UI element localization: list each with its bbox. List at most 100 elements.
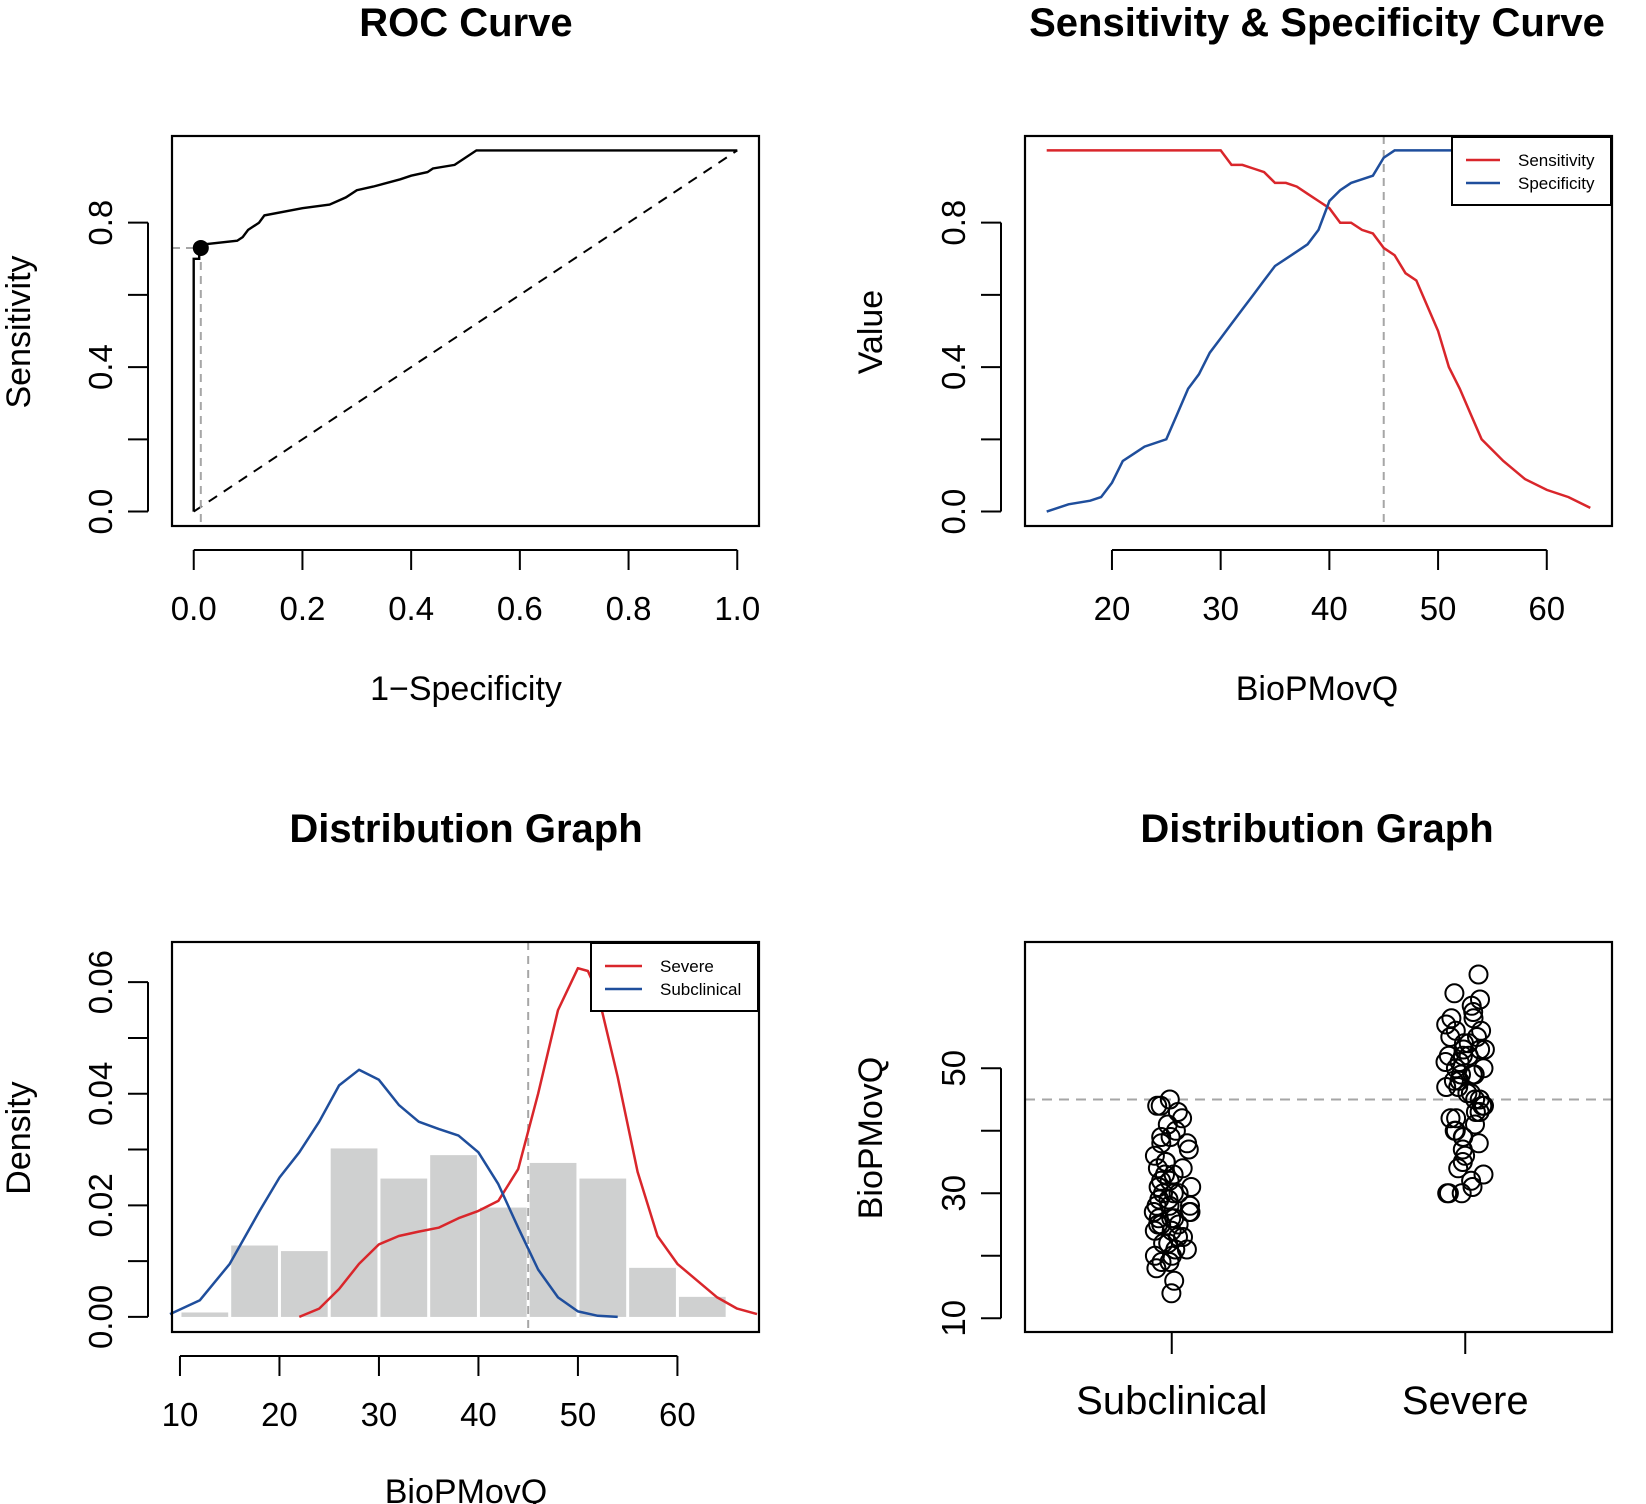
roc-title: ROC Curve [359,1,572,45]
sens-spec-title: Sensitivity & Specificity Curve [1029,1,1605,45]
severe-point [1452,1045,1473,1066]
p3-y-tick-label: 0.06 [82,950,119,1014]
histogram-bar [231,1245,278,1317]
subclinical-point [1155,1164,1175,1185]
subclinical-density-curve [169,1068,618,1319]
histogram-bar [529,1162,577,1317]
p1-x-tick-label: 0.6 [497,590,543,627]
subclinical-point [1168,1227,1188,1247]
severe-point [1446,1108,1467,1129]
legend-severe-label: Severe [660,957,714,976]
severe-point [1453,1039,1474,1060]
p2-x-tick-label: 40 [1311,590,1348,627]
subclinical-point [1172,1108,1193,1129]
roc-plot-frame [170,134,761,528]
severe-point [1463,1008,1484,1029]
subclinical-point [1161,1208,1182,1229]
legend-subclinical-label: Subclinical [660,980,741,999]
density-legend: Severe Subclinical [590,942,759,1012]
histogram-bar [629,1267,676,1317]
p2-y-tick-label: 0.4 [935,344,972,390]
roc-optimal-point [192,239,209,256]
p3-y-tick-label: 0.00 [82,1285,119,1349]
p2-y-tick-label: 0.0 [935,489,972,535]
p3-y-tick-label: 0.02 [82,1173,119,1237]
p2-x-tick-label: 30 [1202,590,1239,627]
roc-ylabel: Sensitivity [0,255,38,408]
p1-x-tick-label: 0.8 [606,590,652,627]
density-plot-frame [170,940,761,1334]
subclinical-point [1161,1220,1182,1241]
sens-spec-legend-box [1451,136,1612,206]
density-ylabel: Density [0,1081,38,1194]
sens-spec-plot-frame [1023,134,1614,528]
density-xlabel: BioPMovQ [385,1473,548,1504]
subclinical-point [1155,1152,1176,1172]
p2-x-tick-label: 20 [1094,590,1131,627]
severe-point [1465,1114,1485,1135]
sensitivity-series-line [1046,149,1591,510]
roc-reference-diagonal [193,149,738,513]
p1-x-tick-label: 0.4 [388,590,434,627]
subclinical-point [1172,1158,1193,1179]
severe-point [1444,983,1465,1004]
severe-point [1448,1158,1469,1179]
p1-x-tick-label: 0.0 [171,590,217,627]
sens-spec-xlabel: BioPMovQ [1236,670,1399,708]
severe-point [1440,1108,1461,1129]
severe-density-curve [298,966,758,1319]
severe-point [1436,1014,1457,1035]
subclinical-point [1146,1258,1167,1279]
legend-sensitivity-label: Sensitivity [1518,151,1595,170]
legend-specificity-label: Specificity [1518,174,1595,193]
p3-x-tick-label: 10 [162,1396,199,1433]
severe-point [1437,1183,1458,1204]
p1-x-tick-label: 0.2 [280,590,326,627]
sens-spec-legend: Sensitivity Specificity [1451,136,1612,206]
p3-x-tick-label: 40 [460,1396,497,1433]
subclinical-point [1164,1270,1185,1291]
p2-x-tick-label: 50 [1420,590,1457,627]
severe-point [1443,1070,1464,1091]
severe-point [1451,1183,1472,1204]
roc-xlabel: 1−Specificity [370,670,562,708]
severe-point [1441,1008,1462,1029]
histogram-bar [181,1312,229,1317]
histogram-bar [479,1207,527,1317]
p3-y-tick-label: 0.04 [82,1062,119,1126]
p1-x-tick-label: 1.0 [714,590,760,627]
p1-y-tick-label: 0.8 [82,200,119,246]
strip-panel: Distribution Graph BioPMovQ 10 30 50 Subcli… [852,807,1614,1423]
p1-y-tick-label: 0.0 [82,489,119,535]
subclinical-point [1168,1214,1189,1235]
p1-y-tick-label: 0.4 [82,344,119,390]
histogram-bar [579,1178,627,1317]
subclinical-point [1180,1202,1201,1222]
subclinical-point [1161,1283,1182,1304]
density-title: Distribution Graph [289,807,642,851]
strip-title: Distribution Graph [1140,807,1493,851]
subclinical-point [1144,1145,1165,1166]
subclinical-point [1173,1227,1193,1247]
strip-category-label: Severe [1402,1379,1529,1423]
strip-ylabel: BioPMovQ [852,1057,890,1220]
severe-point [1470,989,1490,1010]
subclinical-point [1160,1127,1181,1147]
p3-x-tick-label: 60 [659,1396,696,1433]
roc-panel: ROC Curve 1−Specificity Sensitivity 0.0 0… [0,1,760,708]
histogram-bar [380,1178,428,1317]
p4-y-tick-label: 30 [935,1175,972,1212]
severe-point [1467,1027,1487,1047]
subclinical-point [1177,1133,1198,1154]
p3-x-tick-label: 30 [361,1396,398,1433]
p4-y-tick-label: 10 [935,1300,972,1337]
strip-category-label: Subclinical [1076,1379,1267,1423]
severe-point [1468,964,1489,985]
histogram-bar [280,1251,328,1317]
severe-point [1444,1120,1465,1141]
strip-plot-frame [1023,940,1614,1334]
histogram-bar [678,1296,726,1317]
density-panel: Distribution Graph BioPMovQ Density 10 20… [0,807,761,1504]
subclinical-point [1153,1183,1173,1204]
